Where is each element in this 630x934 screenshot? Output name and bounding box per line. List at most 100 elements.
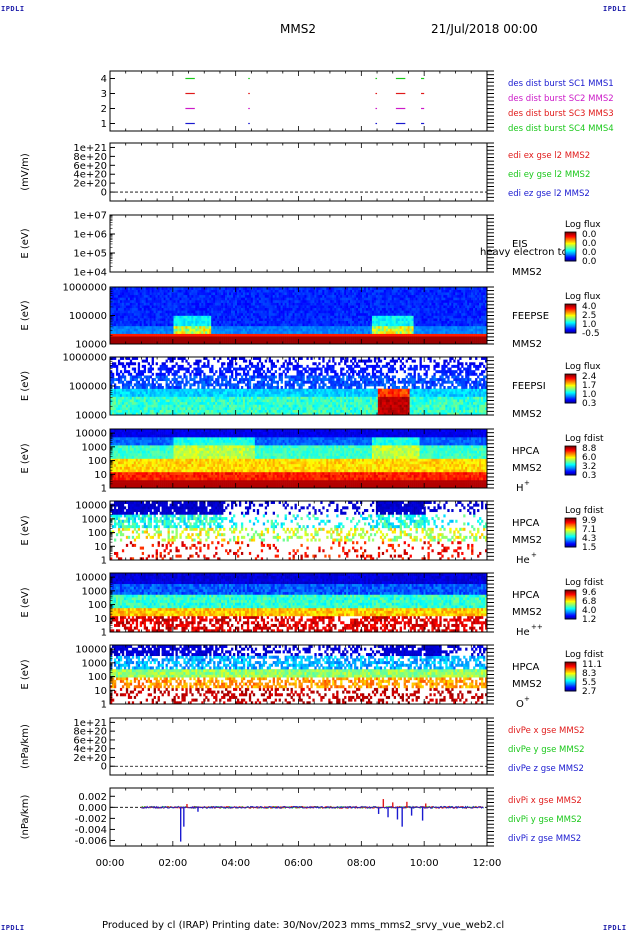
spectrogram-cell (185, 313, 187, 316)
spectrogram-cell (394, 323, 396, 326)
spectrogram-cell (140, 290, 142, 293)
spectrogram-cell (477, 310, 479, 313)
spectrogram-cell (451, 305, 453, 308)
spectrogram-cell (152, 292, 154, 295)
spectrogram-cell (150, 313, 152, 316)
spectrogram-cell (457, 308, 459, 311)
spectrogram-cell (358, 336, 360, 339)
spectrogram-cell (471, 303, 473, 306)
spectrogram-cell (217, 295, 219, 298)
spectrogram-cell (146, 310, 148, 313)
spectrogram-cell (203, 334, 205, 337)
spectrogram-cell (237, 339, 239, 342)
spectrogram-cell (253, 305, 255, 308)
spectrogram-cell (259, 295, 261, 298)
spectrogram-cell (239, 321, 241, 324)
spectrogram-cell (382, 318, 384, 321)
spectrogram-cell (322, 326, 324, 329)
spectrogram-cell (368, 318, 370, 321)
spectrogram-cell (400, 308, 402, 311)
spectrogram-cell (249, 303, 251, 306)
spectrogram-cell (173, 303, 175, 306)
spectrogram-cell (201, 308, 203, 311)
spectrogram-cell (362, 300, 364, 303)
spectrogram-cell (398, 328, 400, 331)
spectrogram-cell (179, 313, 181, 316)
spectrogram-cell (154, 336, 156, 339)
spectrogram-cell (412, 303, 414, 306)
spectrogram-cell (177, 336, 179, 339)
spectrogram-cell (402, 334, 404, 337)
spectrogram-cell (122, 391, 124, 394)
spectrogram-cell (342, 339, 344, 342)
spectrogram-cell (231, 290, 233, 293)
spectrogram-cell (118, 336, 120, 339)
spectrogram-cell (199, 339, 201, 342)
spectrogram-cell (223, 321, 225, 324)
spectrogram-cell (179, 290, 181, 293)
spectrogram-cell (116, 316, 118, 319)
spectrogram-cell (249, 331, 251, 334)
spectrogram-cell (435, 334, 437, 337)
spectrogram-cell (324, 290, 326, 293)
spectrogram-cell (191, 295, 193, 298)
spectrogram-cell (483, 295, 485, 298)
spectrogram-cell (410, 297, 412, 300)
spectrogram-cell (306, 305, 308, 308)
spectrogram-cell (144, 334, 146, 337)
spectrogram-cell (201, 290, 203, 293)
spectrogram-cell (221, 308, 223, 311)
spectrogram-cell (181, 334, 183, 337)
spectrogram-cell (400, 316, 402, 319)
spectrogram-cell (368, 316, 370, 319)
spectrogram-cell (267, 339, 269, 342)
spectrogram-cell (249, 297, 251, 300)
spectrogram-cell (132, 295, 134, 298)
spectrogram-cell (372, 310, 374, 313)
spectrogram-cell (130, 313, 132, 316)
spectrogram-cell (289, 328, 291, 331)
spectrogram-cell (348, 334, 350, 337)
spectrogram-cell (366, 326, 368, 329)
spectrogram-cell (162, 290, 164, 293)
spectrogram-cell (219, 313, 221, 316)
spectrogram-cell (443, 303, 445, 306)
spectrogram-cell (126, 407, 128, 410)
spectrogram-cell (156, 300, 158, 303)
spectrogram-cell (422, 336, 424, 339)
spectrogram-cell (191, 297, 193, 300)
spectrogram-cell (374, 328, 376, 331)
spectrogram-cell (465, 323, 467, 326)
spectrogram-cell (314, 334, 316, 337)
spectrogram-cell (374, 334, 376, 337)
spectrogram-cell (396, 310, 398, 313)
spectrogram-cell (412, 295, 414, 298)
spectrogram-cell (142, 295, 144, 298)
spectrogram-cell (322, 318, 324, 321)
spectrogram-cell (352, 308, 354, 311)
spectrogram-cell (348, 326, 350, 329)
spectrogram-cell (142, 300, 144, 303)
spectrogram-cell (148, 310, 150, 313)
spectrogram-cell (293, 303, 295, 306)
spectrogram-cell (285, 313, 287, 316)
spectrogram-cell (189, 303, 191, 306)
spectrogram-cell (156, 339, 158, 342)
spectrogram-cell (237, 300, 239, 303)
spectrogram-cell (445, 321, 447, 324)
spectrogram-cell (344, 326, 346, 329)
spectrogram-cell (300, 323, 302, 326)
spectrogram-cell (457, 295, 459, 298)
spectrogram-cell (394, 326, 396, 329)
spectrogram-cell (179, 308, 181, 311)
spectrogram-cell (380, 336, 382, 339)
spectrogram-cell (447, 292, 449, 295)
spectrogram-cell (362, 292, 364, 295)
spectrogram-cell (306, 308, 308, 311)
spectrogram-cell (183, 316, 185, 319)
spectrogram-cell (215, 308, 217, 311)
spectrogram-cell (400, 326, 402, 329)
spectrogram-cell (175, 292, 177, 295)
spectrogram-cell (166, 292, 168, 295)
spectrogram-cell (124, 391, 126, 394)
